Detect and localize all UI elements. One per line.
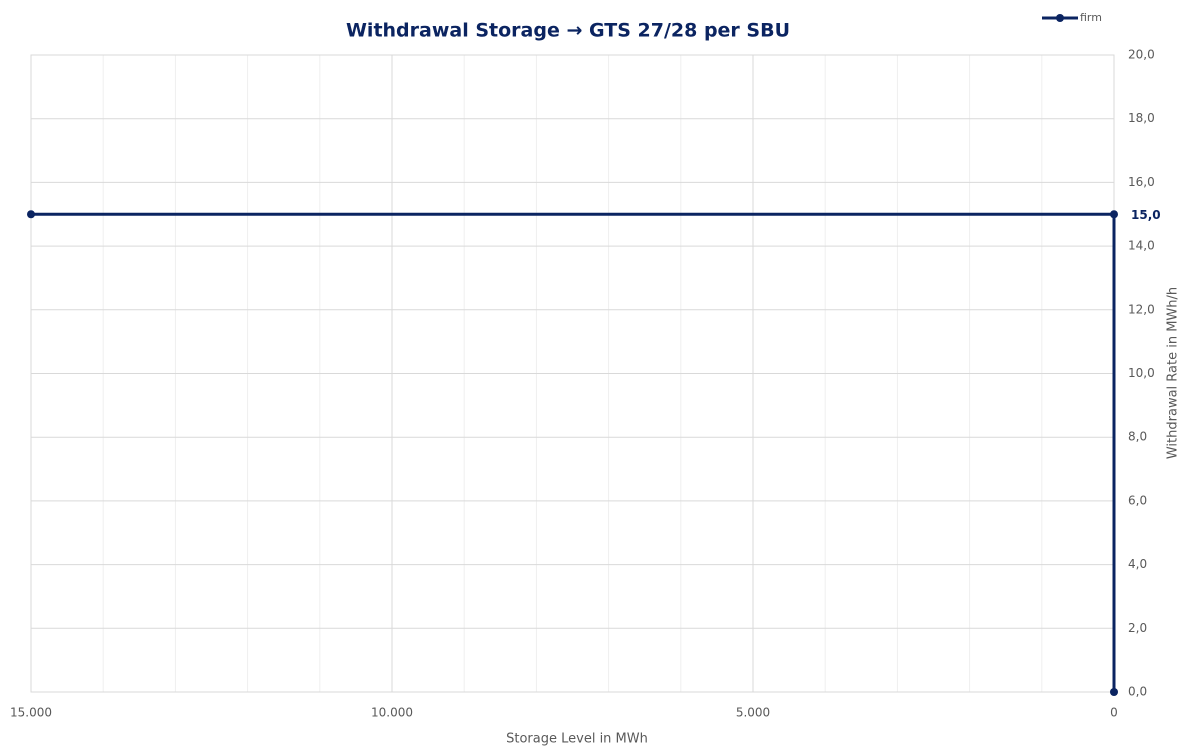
x-axis-title: Storage Level in MWh <box>506 732 648 747</box>
y-tick-label: 12,0 <box>1128 302 1155 316</box>
y-tick-label: 18,0 <box>1128 111 1155 125</box>
y-tick-label: 6,0 <box>1128 493 1147 507</box>
point-marker <box>27 210 35 219</box>
y-tick-label: 0,0 <box>1128 685 1147 699</box>
legend-label: firm <box>1080 11 1102 24</box>
x-tick-label: 5.000 <box>736 706 770 720</box>
y-tick-label: 10,0 <box>1128 366 1155 380</box>
y-tick-label: 8,0 <box>1128 430 1147 444</box>
point-marker <box>1110 210 1118 219</box>
x-tick-label: 10.000 <box>371 706 413 720</box>
x-tick-label: 15.000 <box>10 706 52 720</box>
x-tick-label: 0 <box>1110 706 1118 720</box>
legend-marker <box>1056 14 1064 22</box>
point-marker <box>1110 688 1118 696</box>
chart-title: Withdrawal Storage → GTS 27/28 per SBU <box>346 20 790 42</box>
y-tick-label: 2,0 <box>1128 621 1147 635</box>
y-tick-label: 16,0 <box>1128 175 1155 189</box>
y-tick-label: 20,0 <box>1128 48 1155 62</box>
y-tick-label: 14,0 <box>1128 239 1155 253</box>
data-label: 15,0 <box>1131 208 1161 222</box>
y-tick-label: 4,0 <box>1128 557 1147 571</box>
y-axis-title: Withdrawal Rate in MWh/h <box>1166 287 1181 459</box>
